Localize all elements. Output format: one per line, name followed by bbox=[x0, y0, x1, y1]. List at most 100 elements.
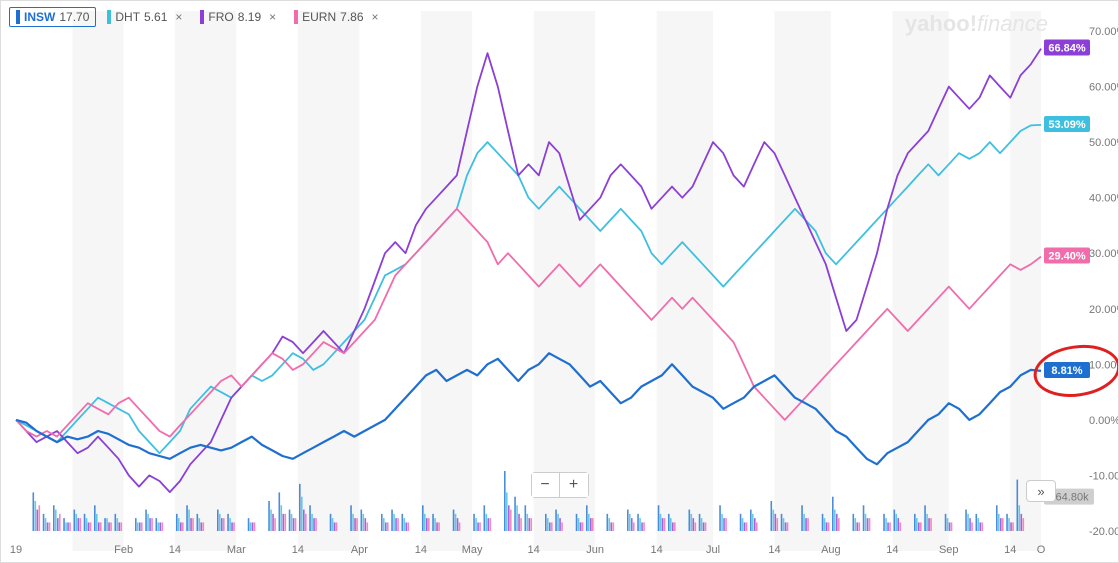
volume-bar bbox=[334, 522, 336, 531]
legend-chip-insw[interactable]: INSW 17.70 bbox=[9, 7, 96, 27]
volume-bar bbox=[949, 522, 951, 531]
volume-bar bbox=[365, 518, 367, 531]
volume-bar bbox=[504, 471, 506, 531]
volume-bar bbox=[137, 522, 139, 531]
volume-bar bbox=[156, 518, 158, 531]
volume-bar bbox=[900, 522, 902, 531]
legend: INSW 17.70DHT 5.61×FRO 8.19×EURN 7.86× bbox=[9, 7, 386, 27]
volume-bar bbox=[393, 514, 395, 531]
volume-bar bbox=[582, 522, 584, 531]
volume-bar bbox=[889, 522, 891, 531]
volume-bar bbox=[488, 518, 490, 531]
volume-bar bbox=[930, 518, 932, 531]
volume-bar bbox=[611, 522, 613, 531]
y-tick-label: 70.00% bbox=[1089, 26, 1119, 38]
volume-bar bbox=[254, 522, 256, 531]
x-tick-label: Jun bbox=[586, 544, 604, 556]
volume-bar bbox=[356, 518, 358, 531]
stock-comparison-chart: INSW 17.70DHT 5.61×FRO 8.19×EURN 7.86× y… bbox=[0, 0, 1119, 563]
volume-bar bbox=[545, 514, 547, 531]
volume-bar bbox=[785, 522, 787, 531]
volume-bar bbox=[590, 518, 592, 531]
zoom-in-button[interactable]: + bbox=[560, 473, 588, 497]
volume-bar bbox=[867, 518, 869, 531]
volume-bar bbox=[309, 505, 311, 531]
volume-bar bbox=[668, 514, 670, 531]
volume-bar bbox=[98, 522, 100, 531]
volume-bar bbox=[90, 522, 92, 531]
volume-bar bbox=[822, 514, 824, 531]
volume-bar bbox=[557, 514, 559, 531]
zoom-out-button[interactable]: − bbox=[532, 473, 560, 497]
volume-bar bbox=[510, 510, 512, 531]
series-line-dht[interactable] bbox=[16, 125, 1041, 453]
volume-bar bbox=[894, 510, 896, 531]
volume-bar bbox=[303, 510, 305, 531]
series-line-fro[interactable] bbox=[16, 49, 1041, 493]
volume-bar bbox=[490, 518, 492, 531]
watermark-brand-b: finance bbox=[977, 11, 1048, 36]
volume-bar bbox=[945, 514, 947, 531]
volume-bar bbox=[916, 518, 918, 531]
volume-bar bbox=[1021, 514, 1023, 531]
close-icon[interactable]: × bbox=[372, 10, 379, 24]
close-icon[interactable]: × bbox=[269, 10, 276, 24]
volume-bar bbox=[231, 522, 233, 531]
volume-bar bbox=[918, 522, 920, 531]
volume-bar bbox=[1012, 522, 1014, 531]
volume-bar bbox=[898, 518, 900, 531]
volume-bar bbox=[971, 522, 973, 531]
series-line-eurn[interactable] bbox=[16, 209, 1041, 437]
volume-bar bbox=[119, 522, 121, 531]
volume-bar bbox=[281, 505, 283, 531]
close-icon[interactable]: × bbox=[175, 10, 182, 24]
volume-bar bbox=[865, 514, 867, 531]
volume-bar bbox=[361, 510, 363, 531]
volume-bar bbox=[1008, 518, 1010, 531]
legend-price: 17.70 bbox=[59, 10, 89, 24]
volume-bar bbox=[580, 522, 582, 531]
series-line-insw[interactable] bbox=[16, 353, 1041, 464]
volume-bar bbox=[117, 518, 119, 531]
x-tick-label: 14 bbox=[415, 544, 427, 556]
volume-bar bbox=[486, 514, 488, 531]
volume-bar bbox=[428, 518, 430, 531]
legend-symbol: INSW bbox=[24, 10, 55, 24]
volume-bar bbox=[186, 505, 188, 531]
volume-bar bbox=[695, 522, 697, 531]
volume-bar bbox=[721, 514, 723, 531]
x-tick-label: Jul bbox=[706, 544, 720, 556]
volume-bar bbox=[438, 522, 440, 531]
volume-bar bbox=[188, 510, 190, 531]
volume-bar bbox=[514, 497, 516, 531]
volume-bar bbox=[199, 518, 201, 531]
scroll-right-button[interactable]: » bbox=[1026, 480, 1056, 502]
volume-bar bbox=[94, 505, 96, 531]
volume-bar bbox=[229, 518, 231, 531]
volume-bar bbox=[84, 514, 86, 531]
volume-bar bbox=[775, 514, 777, 531]
x-tick-label: 14 bbox=[651, 544, 663, 556]
volume-bar bbox=[836, 514, 838, 531]
volume-bar bbox=[315, 518, 317, 531]
volume-bar bbox=[217, 510, 219, 531]
volume-bar bbox=[59, 514, 61, 531]
volume-bar bbox=[719, 505, 721, 531]
volume-bar bbox=[643, 522, 645, 531]
volume-bar bbox=[100, 522, 102, 531]
volume-bar bbox=[914, 514, 916, 531]
volume-bar bbox=[291, 514, 293, 531]
volume-bar bbox=[637, 514, 639, 531]
volume-bar bbox=[896, 514, 898, 531]
legend-chip-dht[interactable]: DHT 5.61× bbox=[100, 7, 189, 27]
volume-bar bbox=[484, 505, 486, 531]
volume-bar bbox=[531, 518, 533, 531]
legend-chip-eurn[interactable]: EURN 7.86× bbox=[287, 7, 385, 27]
volume-bar bbox=[855, 518, 857, 531]
volume-bar bbox=[176, 514, 178, 531]
volume-bar bbox=[336, 522, 338, 531]
volume-bar bbox=[887, 522, 889, 531]
volume-bar bbox=[978, 518, 980, 531]
legend-chip-fro[interactable]: FRO 8.19× bbox=[193, 7, 283, 27]
volume-bar bbox=[426, 518, 428, 531]
